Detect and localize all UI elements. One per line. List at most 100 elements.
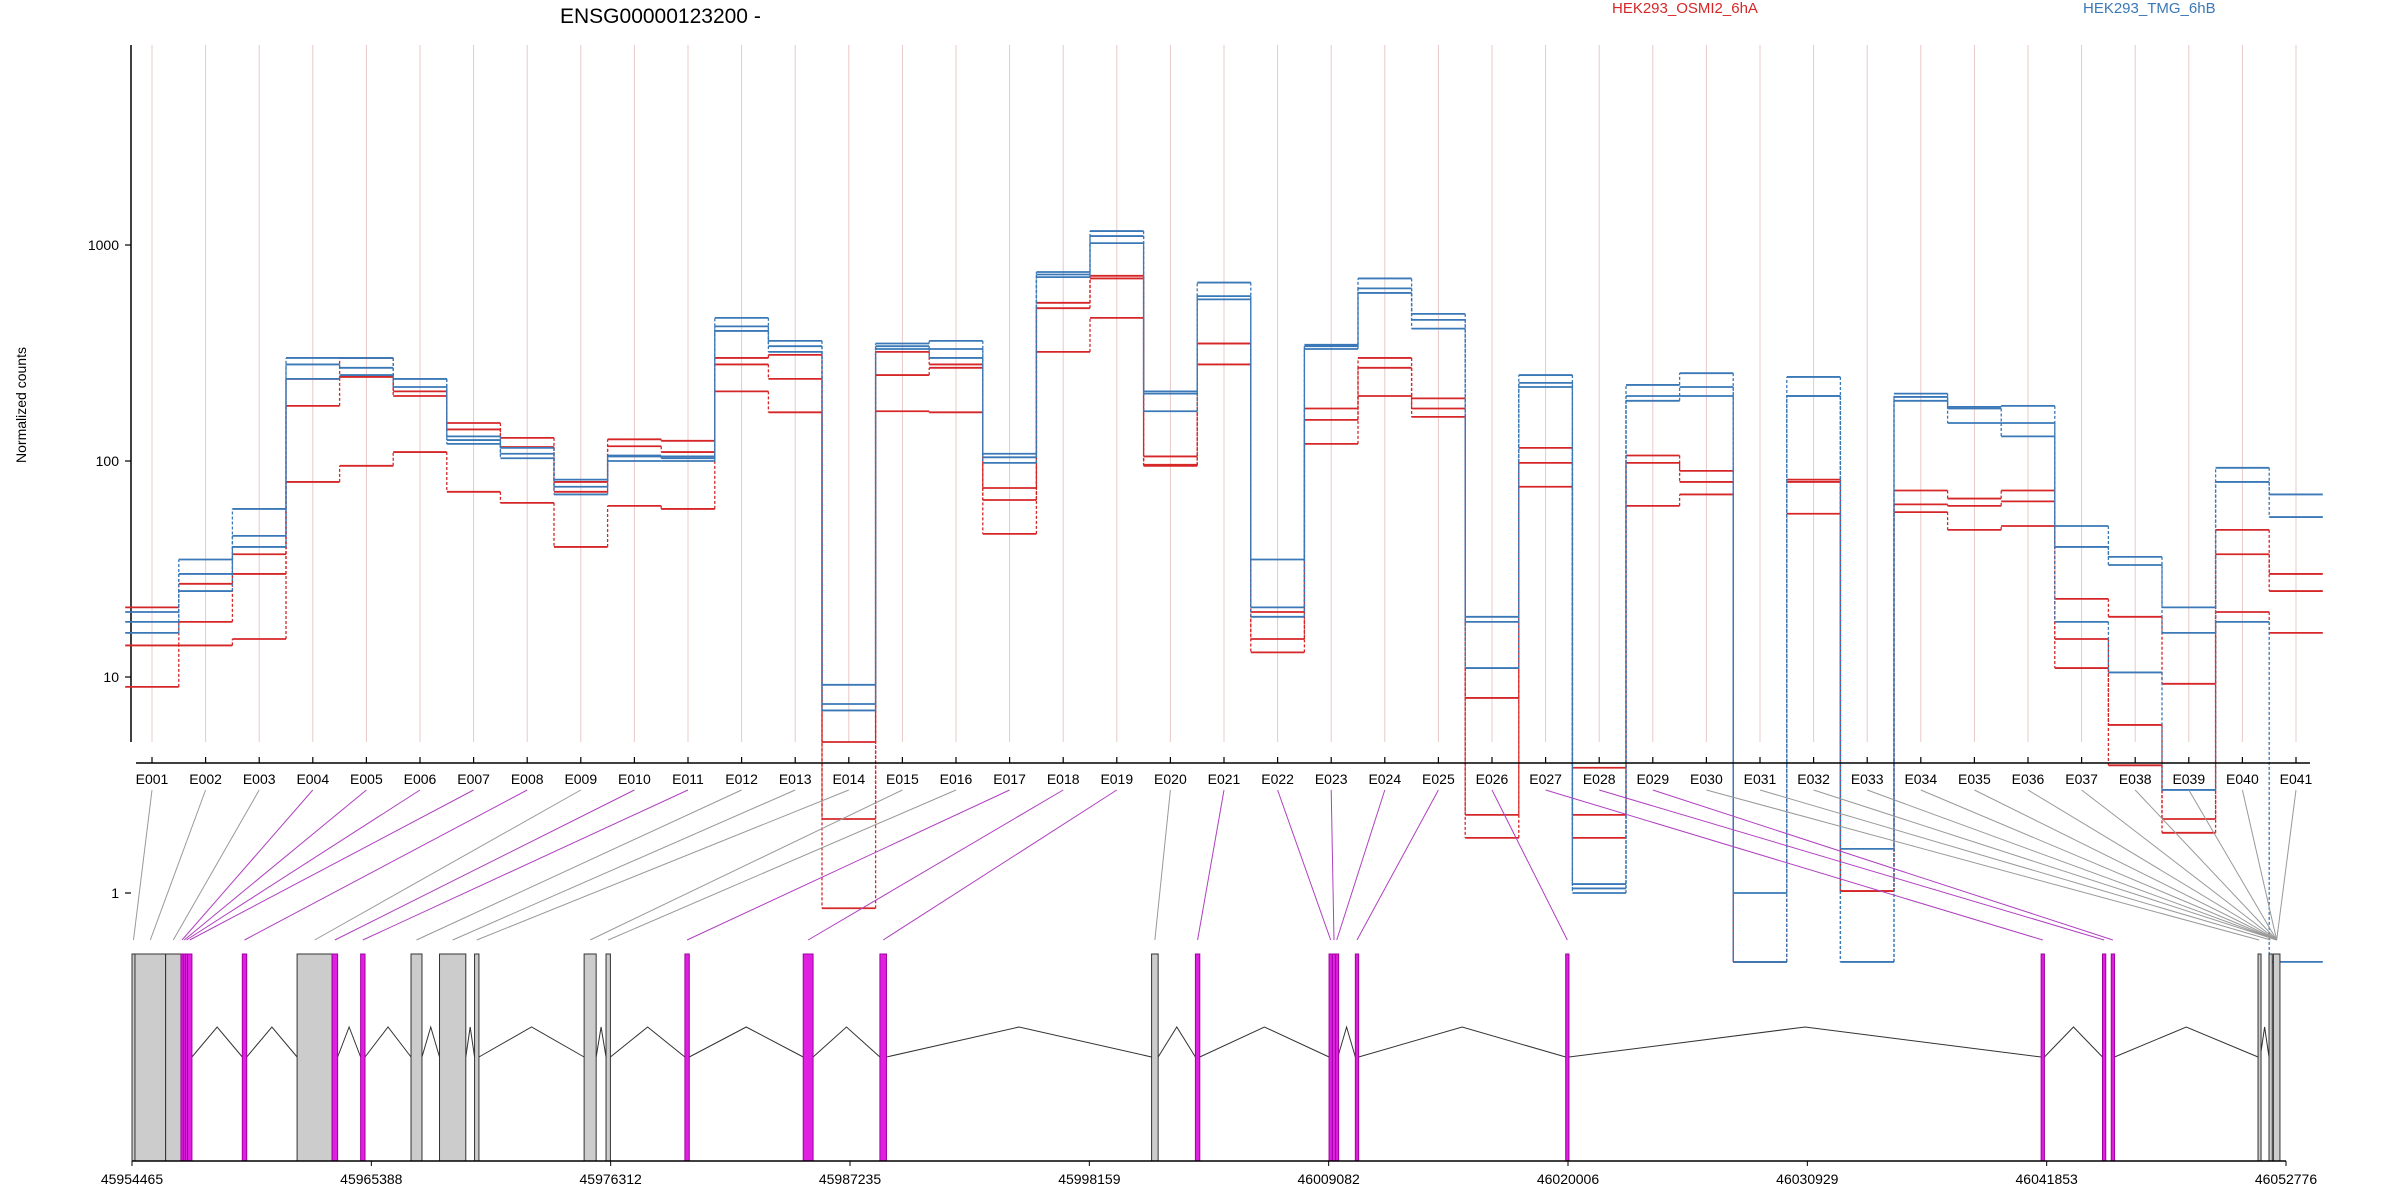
exon-box <box>187 953 193 1162</box>
exon-box <box>2257 953 2262 1162</box>
exon-label: E027 <box>1529 771 1562 787</box>
exon-label: E010 <box>618 771 651 787</box>
exon-connector <box>1920 789 2277 941</box>
intron-line <box>610 1026 686 1058</box>
intron-line <box>886 1026 1152 1058</box>
series-lines <box>125 230 2323 963</box>
gene-model <box>131 953 2281 1162</box>
exon-label: E026 <box>1476 771 1509 787</box>
exon-label: E029 <box>1636 771 1669 787</box>
x-axis: E001 E002 E003 E004 E005 E006 E007 E008 E009 E010… <box>136 757 2313 787</box>
intron-line <box>1199 1026 1330 1058</box>
intron-line <box>465 1026 476 1058</box>
exon-box <box>605 953 611 1162</box>
intron-line <box>812 1026 881 1058</box>
exon-box <box>684 953 690 1162</box>
exon-connector <box>189 789 474 941</box>
exon-label: E032 <box>1797 771 1830 787</box>
exon-label: E014 <box>832 771 865 787</box>
exon-connector <box>362 789 689 941</box>
exon-connector <box>2241 789 2278 941</box>
exon-box <box>296 953 333 1162</box>
exon-label: E020 <box>1154 771 1187 787</box>
exon-box <box>1194 953 1201 1162</box>
exon-connector <box>1277 789 1332 941</box>
exon-box <box>583 953 597 1162</box>
intron-line <box>1157 1026 1196 1058</box>
exon-box <box>134 953 167 1162</box>
exon-label: E015 <box>886 771 919 787</box>
exon-label: E031 <box>1744 771 1777 787</box>
exon-label: E003 <box>243 771 276 787</box>
exon-box <box>802 953 814 1162</box>
exon-connector <box>2027 789 2277 941</box>
coord-label: 46009082 <box>1298 1171 1361 1187</box>
intron-line <box>2044 1026 2103 1058</box>
exon-box <box>241 953 248 1162</box>
exon-box <box>2101 953 2107 1162</box>
genomic-coordinate-axis: 45954465 45965388 45976312 45987235 45998159… <box>101 1160 2317 1187</box>
coord-label: 45965388 <box>340 1171 403 1187</box>
legend-entry-tmg: HEK293_TMG_6hB <box>2083 0 2216 17</box>
y-tick-label: 100 <box>96 453 120 469</box>
exon-connector <box>149 789 207 941</box>
y-tick-label: 1000 <box>88 237 119 253</box>
intron-line <box>2259 1026 2270 1058</box>
exon-connector <box>1336 789 1386 941</box>
exon-label: E008 <box>511 771 544 787</box>
exon-connector <box>2081 789 2277 941</box>
exon-label: E036 <box>2012 771 2045 787</box>
intron-line <box>421 1025 440 1058</box>
exon-connector <box>452 789 796 941</box>
exon-connector <box>608 789 957 941</box>
exon-connector <box>132 789 153 941</box>
exon-connector <box>186 789 421 941</box>
intron-line <box>2114 1026 2259 1058</box>
intron-line <box>1358 1026 1566 1058</box>
exon-label: E033 <box>1851 771 1884 787</box>
exon-connector <box>416 789 742 941</box>
exon-connector <box>1356 789 1439 941</box>
exon-box <box>165 953 182 1162</box>
exon-box <box>879 953 887 1162</box>
coord-label: 45998159 <box>1058 1171 1121 1187</box>
exon-label: E013 <box>779 771 812 787</box>
exon-connector <box>2276 789 2297 941</box>
exon-connector <box>1599 789 2105 941</box>
exon-connector <box>476 789 849 941</box>
coord-label: 46020006 <box>1537 1171 1600 1187</box>
exon-connector <box>334 789 635 941</box>
intron-line <box>478 1026 585 1058</box>
exon-connector <box>686 789 1010 941</box>
exon-box <box>474 953 480 1162</box>
coord-label: 46041853 <box>2016 1171 2079 1187</box>
exon-label: E005 <box>350 771 383 787</box>
coord-label: 45987235 <box>819 1171 882 1187</box>
exon-label: E017 <box>993 771 1026 787</box>
exon-connector <box>1867 789 2277 941</box>
exon-connector <box>1974 789 2277 941</box>
coord-label: 46030929 <box>1776 1171 1839 1187</box>
exon-box <box>2268 953 2273 1162</box>
exon-connector <box>1759 789 2271 941</box>
exon-label: E024 <box>1368 771 1401 787</box>
exon-connector <box>2188 789 2278 941</box>
y-axis: 1 10 100 1000 <box>88 45 132 901</box>
exon-label: E012 <box>725 771 758 787</box>
exon-label: E041 <box>2280 771 2313 787</box>
intron-line <box>246 1026 298 1058</box>
exon-label: E039 <box>2172 771 2205 787</box>
exon-label: E025 <box>1422 771 1455 787</box>
exon-connector <box>1197 789 1225 941</box>
intron-line <box>595 1026 607 1058</box>
exon-connector <box>1545 789 2043 941</box>
exon-connector <box>1330 789 1335 941</box>
exon-connectors <box>132 789 2297 941</box>
exon-label: E019 <box>1100 771 1133 787</box>
intron-line <box>191 1026 243 1058</box>
exon-connector <box>172 789 260 941</box>
exon-connector <box>1706 789 2260 941</box>
exon-connector <box>314 789 582 941</box>
exon-label: E037 <box>2065 771 2098 787</box>
exon-label: E004 <box>296 771 329 787</box>
